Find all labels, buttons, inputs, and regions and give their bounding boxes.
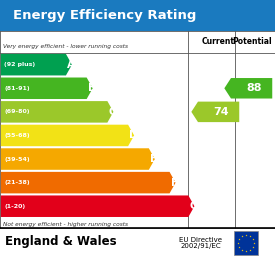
Polygon shape bbox=[191, 102, 239, 122]
Text: 2002/91/EC: 2002/91/EC bbox=[180, 243, 221, 249]
Text: E: E bbox=[150, 154, 157, 164]
Polygon shape bbox=[224, 78, 272, 99]
Text: C: C bbox=[109, 107, 116, 117]
Text: 74: 74 bbox=[213, 107, 229, 117]
Polygon shape bbox=[1, 77, 93, 99]
Text: (39-54): (39-54) bbox=[4, 157, 30, 162]
Text: (69-80): (69-80) bbox=[4, 109, 30, 114]
Polygon shape bbox=[1, 54, 72, 75]
Text: F: F bbox=[171, 178, 178, 188]
Bar bbox=[234, 231, 258, 255]
Text: 88: 88 bbox=[246, 83, 262, 93]
Text: Very energy efficient - lower running costs: Very energy efficient - lower running co… bbox=[3, 44, 128, 49]
Text: EU Directive: EU Directive bbox=[179, 237, 222, 243]
Text: England & Wales: England & Wales bbox=[5, 235, 116, 248]
Polygon shape bbox=[1, 196, 194, 217]
Text: Current: Current bbox=[202, 37, 235, 46]
Polygon shape bbox=[1, 101, 113, 123]
Text: (81-91): (81-91) bbox=[4, 86, 30, 91]
Polygon shape bbox=[1, 148, 155, 170]
Polygon shape bbox=[1, 172, 176, 194]
Bar bbox=[0, 0, 275, 31]
Text: Energy Efficiency Rating: Energy Efficiency Rating bbox=[13, 9, 196, 22]
Text: B: B bbox=[88, 83, 96, 93]
Text: (1-20): (1-20) bbox=[4, 204, 25, 209]
Text: G: G bbox=[190, 201, 198, 211]
Text: (21-38): (21-38) bbox=[4, 180, 30, 185]
Text: D: D bbox=[130, 131, 138, 140]
Text: (92 plus): (92 plus) bbox=[4, 62, 35, 67]
Polygon shape bbox=[1, 125, 134, 146]
Text: A: A bbox=[67, 60, 75, 70]
Text: Potential: Potential bbox=[232, 37, 271, 46]
Text: Not energy efficient - higher running costs: Not energy efficient - higher running co… bbox=[3, 222, 128, 227]
Text: (55-68): (55-68) bbox=[4, 133, 30, 138]
